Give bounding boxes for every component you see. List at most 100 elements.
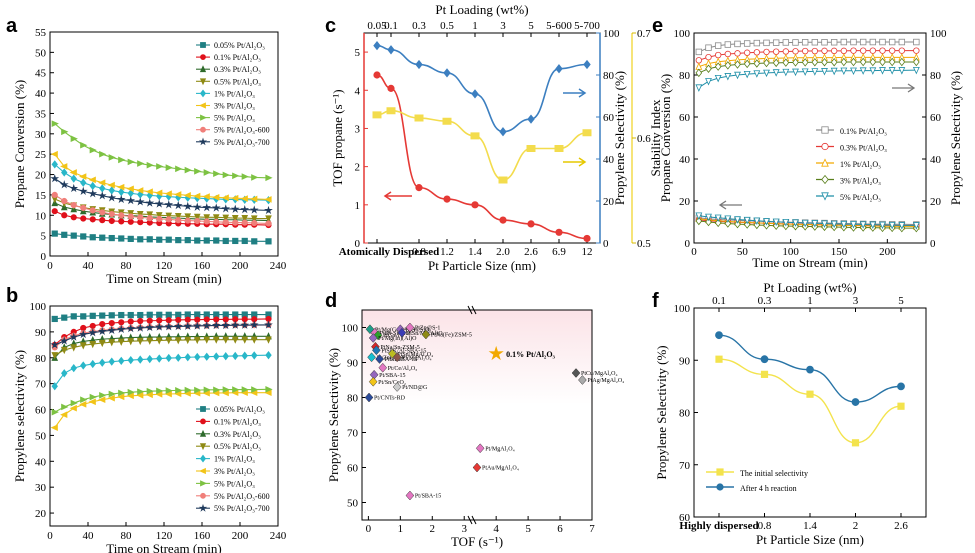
- point-label: PtAg/MgAl₂O₄: [587, 378, 624, 384]
- tick-label: 40: [603, 154, 615, 166]
- tick-label: 50: [35, 430, 47, 442]
- data-point: [155, 212, 163, 220]
- data-point: [232, 172, 240, 180]
- data-point: [753, 70, 761, 78]
- data-point: [850, 221, 857, 229]
- legend-marker: [199, 467, 206, 475]
- data-point: [126, 392, 134, 400]
- data-point: [443, 68, 451, 78]
- legend-label: 0.05% Pt/Al₂O₃: [214, 41, 265, 50]
- data-point: [488, 345, 504, 361]
- data-point: [51, 191, 58, 199]
- point-label: Pt/SBA-15: [415, 494, 441, 500]
- data-point: [888, 67, 896, 75]
- data-point: [840, 220, 848, 229]
- data-point: [801, 219, 809, 228]
- data-point: [145, 198, 155, 207]
- data-point: [192, 202, 202, 211]
- data-point: [898, 222, 906, 230]
- data-point: [499, 127, 507, 137]
- data-point: [118, 311, 125, 319]
- data-point: [155, 337, 163, 345]
- data-point: [840, 38, 848, 46]
- x-tick-label: 12: [582, 246, 593, 258]
- data-point: [80, 361, 87, 370]
- panel-e: 0 50 100 150 200020406080100020406080100Time…: [658, 28, 963, 270]
- axis-break: [467, 305, 477, 315]
- data-point: [830, 39, 838, 46]
- data-point: [913, 57, 920, 67]
- data-point: [475, 443, 485, 454]
- tick-label: 0: [41, 251, 47, 263]
- data-point: [89, 359, 96, 369]
- data-point: [59, 336, 69, 345]
- data-point: [164, 190, 172, 198]
- data-point: [782, 219, 790, 227]
- data-point: [89, 146, 97, 154]
- data-point: [821, 57, 828, 67]
- tick-label: 70: [35, 379, 47, 391]
- data-point: [695, 84, 703, 92]
- arrow-right-icon: [563, 88, 587, 98]
- data-point: [231, 194, 239, 202]
- legend-label: 0.3% Pt/Al₂O₃: [214, 430, 261, 439]
- data-point: [250, 195, 258, 203]
- data-point: [859, 57, 867, 67]
- legend-marker: [199, 102, 206, 109]
- data-point: [888, 221, 896, 230]
- data-point: [126, 196, 136, 205]
- data-point: [50, 340, 60, 349]
- data-point: [60, 163, 68, 170]
- x-tick-label: 2: [853, 520, 859, 532]
- tick-label: 0: [930, 238, 936, 250]
- point-label: PtCu/MgAl₂O₄: [581, 371, 618, 377]
- series-line: [698, 69, 917, 89]
- tick-label: 20: [679, 196, 691, 208]
- data-point: [184, 336, 192, 345]
- data-point: [241, 173, 249, 180]
- data-point: [193, 213, 201, 222]
- data-point: [879, 38, 886, 46]
- legend-marker: [200, 406, 206, 412]
- data-point: [174, 212, 182, 221]
- data-point: [705, 213, 712, 222]
- data-point: [230, 204, 240, 213]
- data-point: [107, 394, 115, 402]
- data-point: [51, 160, 58, 169]
- top-tick-label: 5: [528, 20, 534, 32]
- data-point: [869, 67, 877, 75]
- panel-label: c: [325, 15, 336, 37]
- top-tick-label: 0.3: [758, 295, 772, 307]
- legend-marker: [200, 126, 206, 133]
- point-label: PtNa(Fe)/ZSM-5: [431, 332, 472, 339]
- series-line: [54, 354, 269, 387]
- data-point: [753, 59, 761, 68]
- data-point: [705, 78, 712, 86]
- data-point: [378, 362, 388, 373]
- data-point: [743, 216, 751, 225]
- data-point: [136, 337, 144, 346]
- tick-label: 120: [156, 530, 173, 542]
- panel-label: f: [652, 290, 659, 312]
- data-point: [368, 376, 378, 387]
- data-point: [175, 217, 182, 224]
- data-point: [145, 322, 155, 332]
- x-axis-label: Pt Particle Size (nm): [428, 258, 536, 273]
- data-point: [582, 129, 592, 137]
- data-point: [194, 386, 202, 394]
- data-point: [89, 393, 97, 401]
- data-point: [571, 368, 581, 378]
- tick-label: 25: [35, 149, 47, 161]
- series-line: [54, 339, 269, 356]
- point-label: PtSnK/Al-SBA-15: [381, 348, 426, 354]
- data-point: [264, 196, 272, 203]
- data-point: [232, 351, 239, 361]
- data-point: [116, 194, 126, 204]
- data-point: [792, 48, 799, 55]
- data-point: [859, 67, 867, 75]
- legend-marker: [199, 454, 207, 463]
- data-point: [99, 150, 107, 158]
- x-tick-label: 6.9: [552, 246, 566, 258]
- data-point: [222, 171, 230, 179]
